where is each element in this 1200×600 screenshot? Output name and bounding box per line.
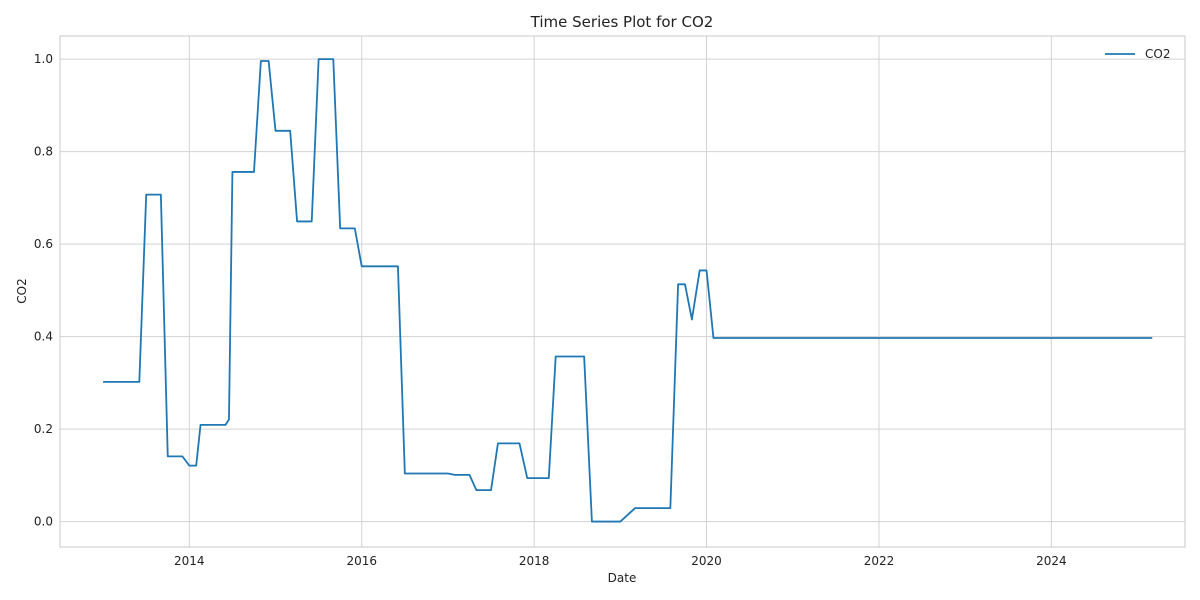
x-tick-label: 2020: [691, 554, 722, 568]
x-tick-label: 2018: [519, 554, 550, 568]
legend-label-co2: CO2: [1145, 47, 1170, 61]
y-tick-label: 0.8: [34, 145, 53, 159]
y-tick-label: 0.4: [34, 330, 53, 344]
x-tick-label: 2016: [346, 554, 377, 568]
y-tick-label: 1.0: [34, 52, 53, 66]
legend: CO2: [1105, 47, 1170, 61]
series-layer: [103, 58, 1153, 523]
tick-labels: 2014 2016 2018 2020 2022 2024 0.0 0.2 0.4 0.6 0.8 1…: [34, 52, 1067, 568]
y-axis-label: CO2: [15, 278, 29, 303]
plot-frame: [59, 35, 1186, 548]
x-tick-label: 2022: [864, 554, 895, 568]
y-tick-label: 0.2: [34, 422, 53, 436]
y-tick-label: 0.0: [34, 515, 53, 529]
x-tick-label: 2014: [174, 554, 205, 568]
grid-lines: [60, 36, 1185, 547]
series-line-co2: [103, 58, 1153, 523]
x-axis-label: Date: [608, 571, 637, 585]
x-tick-label: 2024: [1036, 554, 1067, 568]
y-tick-label: 0.6: [34, 237, 53, 251]
chart-title: Time Series Plot for CO2: [530, 13, 714, 31]
